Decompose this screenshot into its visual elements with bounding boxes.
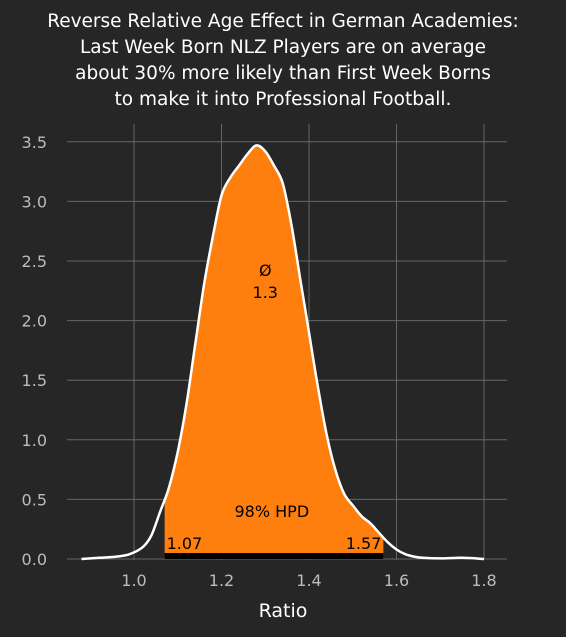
hpd-bar — [164, 553, 384, 559]
y-tick-label: 3.0 — [22, 192, 47, 211]
annotations: Ø 1.3 98% HPD 1.07 1.57 — [167, 261, 382, 553]
y-tick-label: 2.5 — [22, 252, 47, 271]
chart-title-line-3: about 30% more likely than First Week Bo… — [75, 63, 491, 84]
y-tick-label: 1.0 — [22, 431, 47, 450]
mean-value: 1.3 — [253, 283, 278, 302]
y-tick-label: 0.5 — [22, 490, 47, 509]
chart-title-line-1: Reverse Relative Age Effect in German Ac… — [47, 11, 519, 32]
hpd-high-label: 1.57 — [346, 534, 382, 553]
x-tick-label: 1.4 — [296, 571, 321, 590]
hpd-low-label: 1.07 — [167, 534, 203, 553]
mean-symbol: Ø — [259, 261, 272, 280]
chart-title-line-2: Last Week Born NLZ Players are on averag… — [79, 37, 487, 58]
y-tick-label: 0.0 — [22, 550, 47, 569]
y-tick-label: 2.0 — [22, 312, 47, 331]
x-tick-label: 1.8 — [471, 571, 496, 590]
x-tick-label: 1.6 — [384, 571, 409, 590]
x-tick-label: 1.2 — [209, 571, 234, 590]
x-tick-label: 1.0 — [121, 571, 146, 590]
axis-ticks: 1.0 1.2 1.4 1.6 1.8 0.0 0.5 1.0 1.5 2.0 2.5 3.0 3.5 — [22, 133, 497, 590]
hpd-label: 98% HPD — [234, 502, 309, 521]
chart-title-line-4: to make it into Professional Football. — [114, 89, 452, 110]
density-line — [81, 144, 485, 561]
density-area — [81, 144, 485, 561]
hpd-fill — [164, 145, 384, 559]
x-axis-label: Ratio — [259, 600, 308, 622]
y-tick-label: 3.5 — [22, 133, 47, 152]
y-tick-label: 1.5 — [22, 371, 47, 390]
